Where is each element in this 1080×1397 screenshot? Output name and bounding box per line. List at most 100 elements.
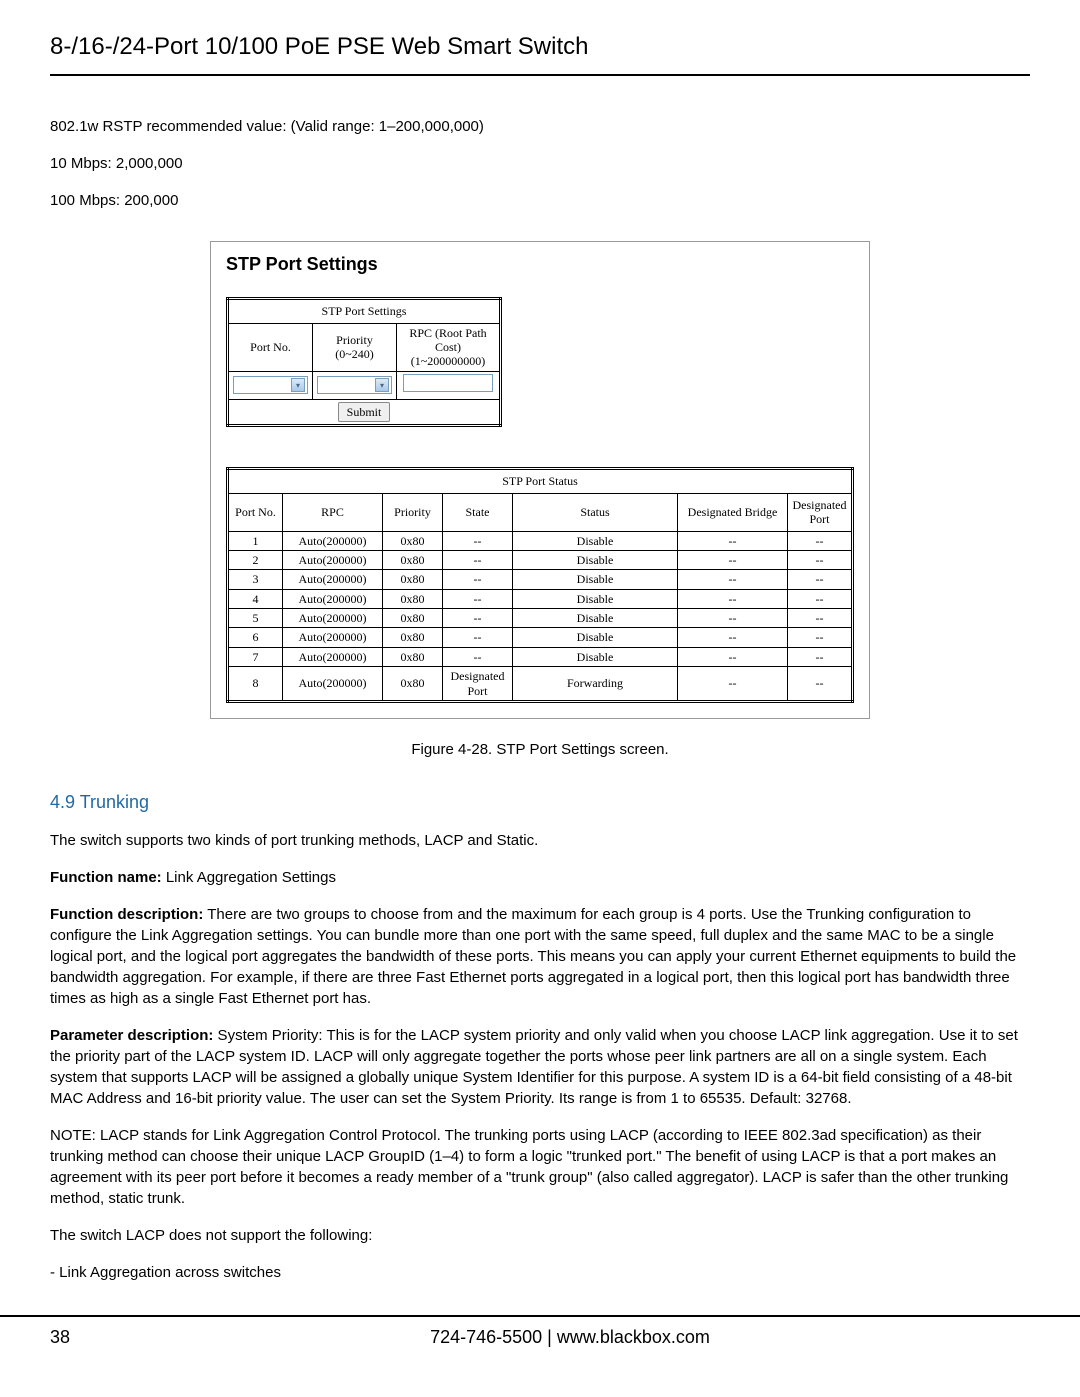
screenshot-title: STP Port Settings [226,252,854,277]
table-cell: Auto(200000) [283,667,383,702]
stp-settings-table: STP Port Settings Port No. Priority (0~2… [226,297,502,428]
table-cell: -- [443,550,513,569]
function-name-value: Link Aggregation Settings [162,869,336,886]
table-cell: 8 [228,667,283,702]
table-cell: Auto(200000) [283,550,383,569]
mbps-100-text: 100 Mbps: 200,000 [50,190,1030,211]
rpc-input[interactable] [403,374,493,392]
settings-col-portno: Port No. [228,323,313,371]
page-title: 8-/16-/24-Port 10/100 PoE PSE Web Smart … [50,30,1030,64]
table-cell: -- [443,647,513,666]
table-cell: 0x80 [383,647,443,666]
parameter-description-label: Parameter description: [50,1027,213,1044]
unsupported-text: The switch LACP does not support the fol… [50,1225,1030,1246]
function-name-line: Function name: Link Aggregation Settings [50,867,1030,888]
table-cell: Disable [513,550,678,569]
table-cell: Forwarding [513,667,678,702]
table-cell: -- [678,531,788,550]
table-cell: Auto(200000) [283,647,383,666]
priority-dropdown[interactable]: ▾ [317,376,392,394]
table-cell: Disable [513,570,678,589]
status-hdr-desport: Designated Port [788,493,853,531]
table-cell: -- [788,550,853,569]
table-row: 3Auto(200000)0x80--Disable---- [228,570,853,589]
table-cell: -- [443,531,513,550]
section-heading: 4.9 Trunking [50,790,1030,815]
table-cell: -- [788,647,853,666]
table-row: 8Auto(200000)0x80DesignatedPortForwardin… [228,667,853,702]
table-cell: Auto(200000) [283,531,383,550]
table-row: 2Auto(200000)0x80--Disable---- [228,550,853,569]
footer-contact: 724-746-5500 | www.blackbox.com [110,1325,1030,1350]
table-cell: Auto(200000) [283,628,383,647]
table-cell: Auto(200000) [283,570,383,589]
status-hdr-status: Status [513,493,678,531]
table-cell: -- [678,647,788,666]
status-hdr-portno: Port No. [228,493,283,531]
table-cell: Auto(200000) [283,609,383,628]
table-row: 4Auto(200000)0x80--Disable---- [228,589,853,608]
table-cell: -- [443,570,513,589]
stp-status-table: STP Port Status Port No. RPC Priority St… [226,467,854,703]
chevron-down-icon: ▾ [291,378,305,392]
table-cell: -- [788,667,853,702]
status-caption: STP Port Status [228,469,853,493]
table-row: 1Auto(200000)0x80--Disable---- [228,531,853,550]
table-cell: -- [443,609,513,628]
table-cell: 3 [228,570,283,589]
intro-text: 802.1w RSTP recommended value: (Valid ra… [50,116,1030,137]
submit-cell: Submit [228,399,501,426]
table-cell: -- [678,570,788,589]
bullet-1: - Link Aggregation across switches [50,1262,1030,1283]
table-cell: Disable [513,589,678,608]
status-hdr-state: State [443,493,513,531]
settings-caption: STP Port Settings [228,298,501,323]
function-name-label: Function name: [50,869,162,886]
table-cell: 0x80 [383,570,443,589]
table-row: 7Auto(200000)0x80--Disable---- [228,647,853,666]
table-row: 6Auto(200000)0x80--Disable---- [228,628,853,647]
table-cell: -- [788,589,853,608]
table-cell: 0x80 [383,589,443,608]
priority-dropdown-cell: ▾ [313,371,397,399]
table-cell: 1 [228,531,283,550]
table-cell: -- [678,589,788,608]
parameter-description-line: Parameter description: System Priority: … [50,1025,1030,1109]
table-cell: 0x80 [383,609,443,628]
table-cell: 7 [228,647,283,666]
status-hdr-rpc: RPC [283,493,383,531]
settings-col-rpc: RPC (Root Path Cost) (1~200000000) [397,323,501,371]
figure-caption: Figure 4-28. STP Port Settings screen. [50,739,1030,760]
mbps-10-text: 10 Mbps: 2,000,000 [50,153,1030,174]
table-cell: 4 [228,589,283,608]
table-cell: -- [678,609,788,628]
stp-screenshot: STP Port Settings STP Port Settings Port… [210,241,870,719]
header-rule [50,74,1030,76]
table-cell: -- [678,628,788,647]
page-footer: 38 724-746-5500 | www.blackbox.com [0,1317,1080,1365]
table-cell: Disable [513,628,678,647]
table-cell: -- [443,589,513,608]
table-cell: 0x80 [383,628,443,647]
port-dropdown[interactable]: ▾ [233,376,308,394]
table-cell: 0x80 [383,531,443,550]
status-hdr-desbridge: Designated Bridge [678,493,788,531]
table-cell: Disable [513,531,678,550]
table-cell: Auto(200000) [283,589,383,608]
table-cell: -- [788,531,853,550]
function-description-label: Function description: [50,906,203,923]
table-cell: 5 [228,609,283,628]
table-cell: -- [788,628,853,647]
page-number: 38 [50,1325,110,1350]
table-cell: Disable [513,609,678,628]
trunking-intro: The switch supports two kinds of port tr… [50,830,1030,851]
table-cell: 2 [228,550,283,569]
submit-button[interactable]: Submit [338,402,391,423]
table-cell: 6 [228,628,283,647]
status-hdr-priority: Priority [383,493,443,531]
table-cell: -- [788,570,853,589]
rpc-input-cell [397,371,501,399]
table-row: 5Auto(200000)0x80--Disable---- [228,609,853,628]
chevron-down-icon: ▾ [375,378,389,392]
settings-col-priority: Priority (0~240) [313,323,397,371]
